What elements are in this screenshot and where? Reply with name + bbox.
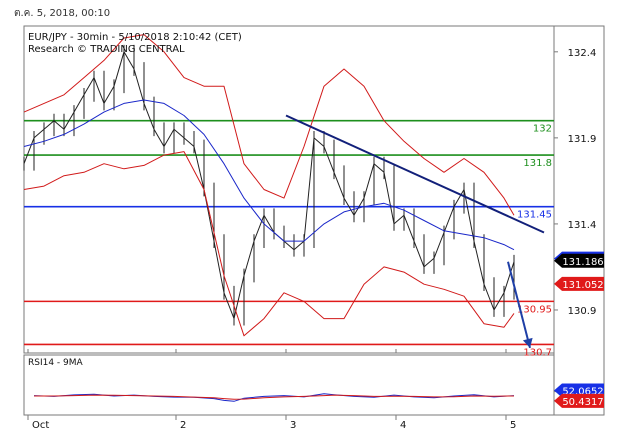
x-tick-label-0: Oct [32, 420, 49, 431]
rsi-badge-label-1: 50.4317 [562, 397, 603, 408]
price-close-line [23, 51, 515, 320]
chart-title: EUR/JPY - 30min - 5/10/2018 2:10:42 (CET… [28, 32, 242, 43]
level-label-3: 130.95 [517, 304, 552, 315]
rsi-series-9ma [34, 394, 515, 400]
rsi-layer [33, 393, 515, 402]
x-tick-label-4: 5 [510, 420, 516, 431]
rsi-panel-border [23, 354, 555, 416]
price-badge-shape-2 [554, 276, 604, 291]
price-badge-2: 131.052 [554, 276, 604, 291]
price-badge-label-2: 131.052 [562, 280, 603, 291]
rsi-title: RSI14 - 9MA [28, 358, 84, 368]
series-bollinger-lower [23, 151, 515, 337]
price-y-tick-label-1: 131.9 [568, 134, 597, 145]
price-y-tick-label-3: 130.9 [568, 306, 597, 317]
price-layer: 132 131.8 131.45 130.95 130.7 [23, 34, 554, 358]
price-badge-1: 131.186 [554, 253, 604, 268]
projection-arrow-line [507, 261, 531, 349]
x-tick-label-1: 2 [180, 420, 186, 431]
projection-arrow-head [522, 337, 533, 348]
price-y-tick-label-2: 131.4 [568, 220, 597, 231]
series-bollinger-upper [23, 34, 515, 216]
rsi-badge-shape-1 [554, 393, 604, 408]
level-label-1: 131.8 [523, 158, 552, 169]
trendline [285, 114, 545, 234]
series-moving-average [23, 99, 515, 251]
chart-subtitle: Research © TRADING CENTRAL [28, 44, 185, 55]
price-y-tick-label-0: 132.4 [568, 48, 597, 59]
x-tick-label-2: 3 [290, 420, 296, 431]
level-label-4: 130.7 [523, 347, 552, 358]
price-badge-label-1: 131.186 [562, 257, 603, 268]
axis-layer: 132.4131.9131.4130.9131.198131.186131.05… [27, 48, 604, 431]
timestamp-label: ต.ค. 5, 2018, 00:10 [14, 8, 111, 19]
price-badge-shape-1 [554, 253, 604, 268]
rsi-badge-label-0: 52.0652 [562, 387, 603, 398]
level-label-0: 132 [533, 124, 552, 135]
level-label-2: 131.45 [517, 210, 552, 221]
rsi-badge-1: 50.4317 [554, 393, 604, 408]
x-tick-label-3: 4 [400, 420, 406, 431]
